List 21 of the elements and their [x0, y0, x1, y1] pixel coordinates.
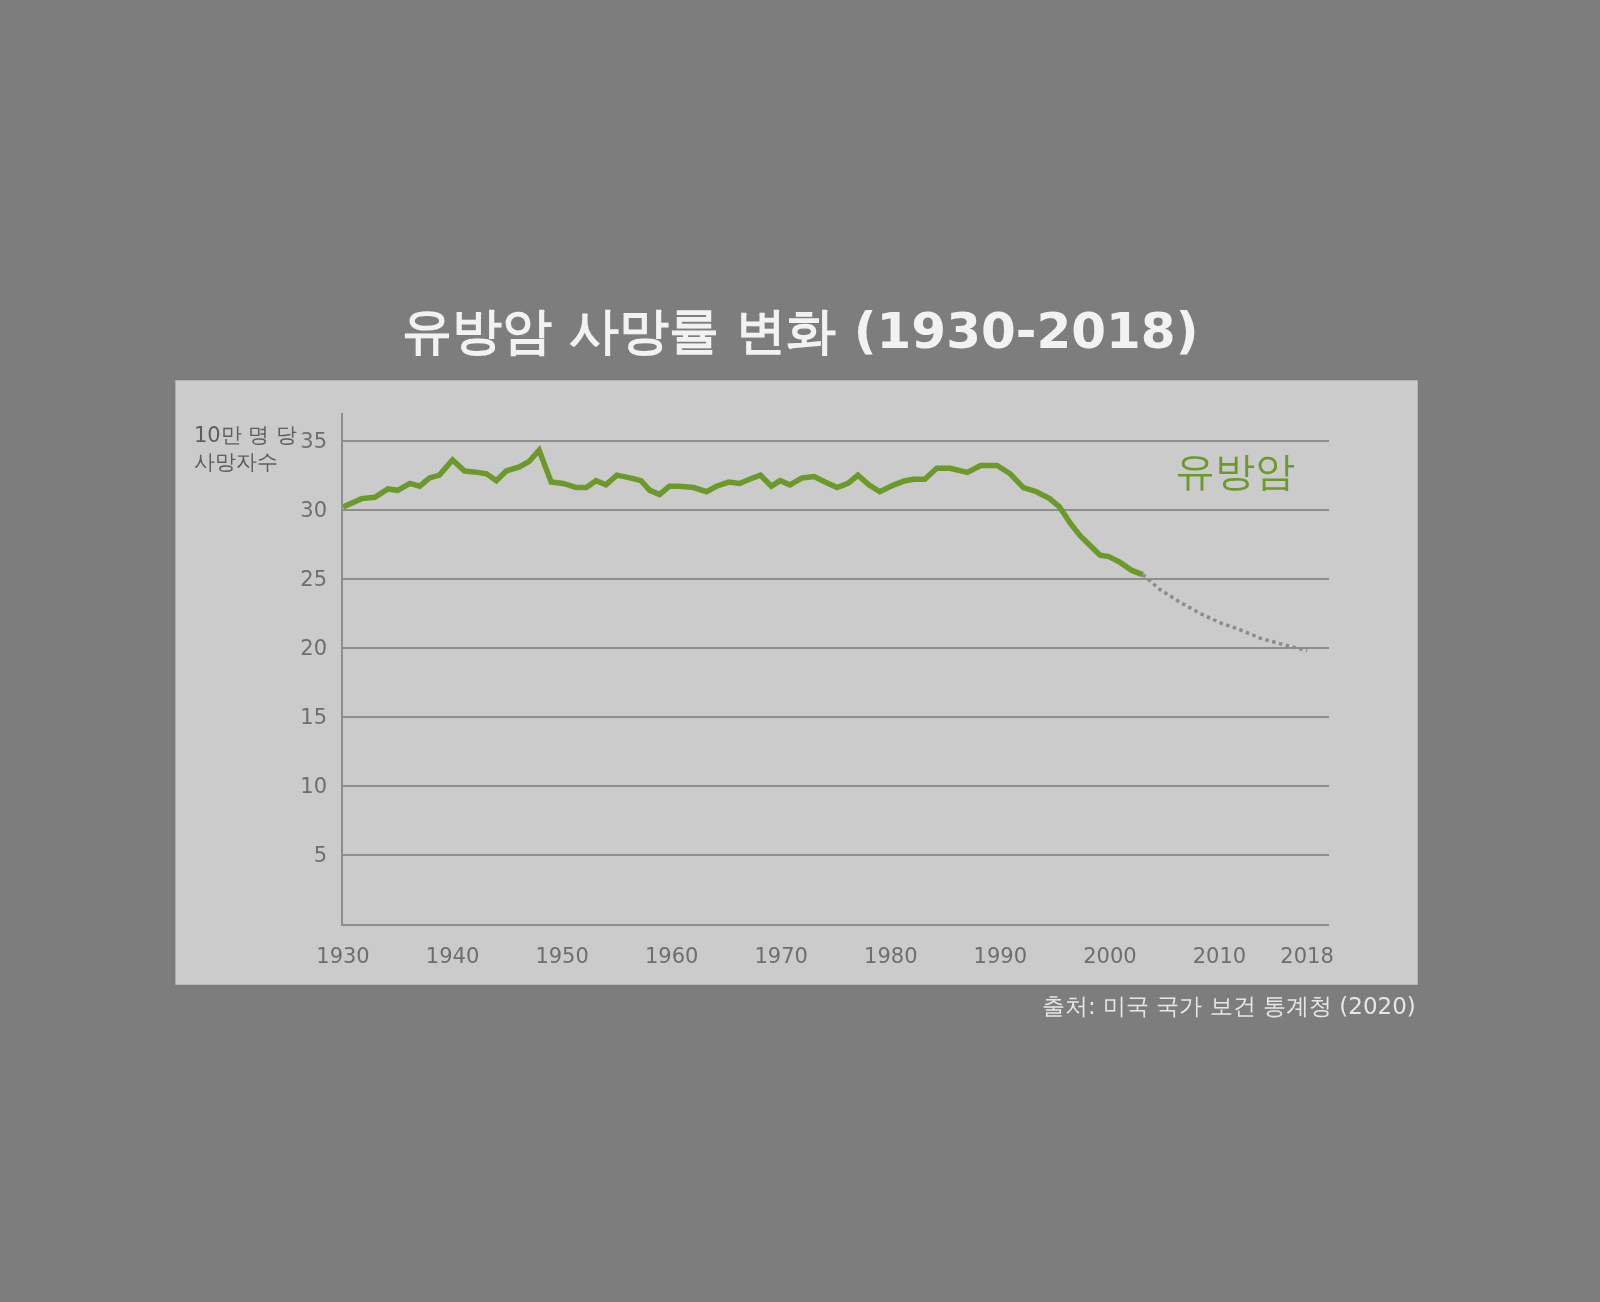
y-tick-label: 35: [300, 428, 328, 453]
x-tick-label: 1950: [535, 943, 589, 968]
text: 유방암: [1175, 448, 1295, 494]
y-tick-label: 10: [300, 774, 328, 799]
x-tick-label: 2000: [1083, 943, 1137, 968]
y-tick-label: 25: [300, 567, 328, 592]
x-tick-label: 2010: [1192, 943, 1247, 968]
x-tick-label: 1940: [425, 943, 480, 968]
y-tick-label: 30: [300, 498, 328, 523]
source-note: 출처: 미국 국가 보건 통계청 (2020): [1042, 993, 1416, 1019]
x-tick-label: 1930: [316, 943, 370, 968]
x-tick-label: 1970: [754, 943, 808, 968]
x-tick-label: 2018: [1280, 943, 1334, 968]
y-tick-label: 5: [313, 843, 328, 868]
x-tick-label: 1990: [973, 943, 1028, 968]
y-axis-title: 10만 명 당 사망자수: [194, 423, 298, 475]
y-tick-label: 20: [300, 636, 328, 661]
x-tick-label: 1960: [644, 943, 699, 968]
y-tick-label: 15: [300, 705, 328, 730]
chart-title: 유방암 사망률 변화 (1930-2018): [401, 301, 1199, 360]
x-tick-label: 1980: [864, 943, 918, 968]
